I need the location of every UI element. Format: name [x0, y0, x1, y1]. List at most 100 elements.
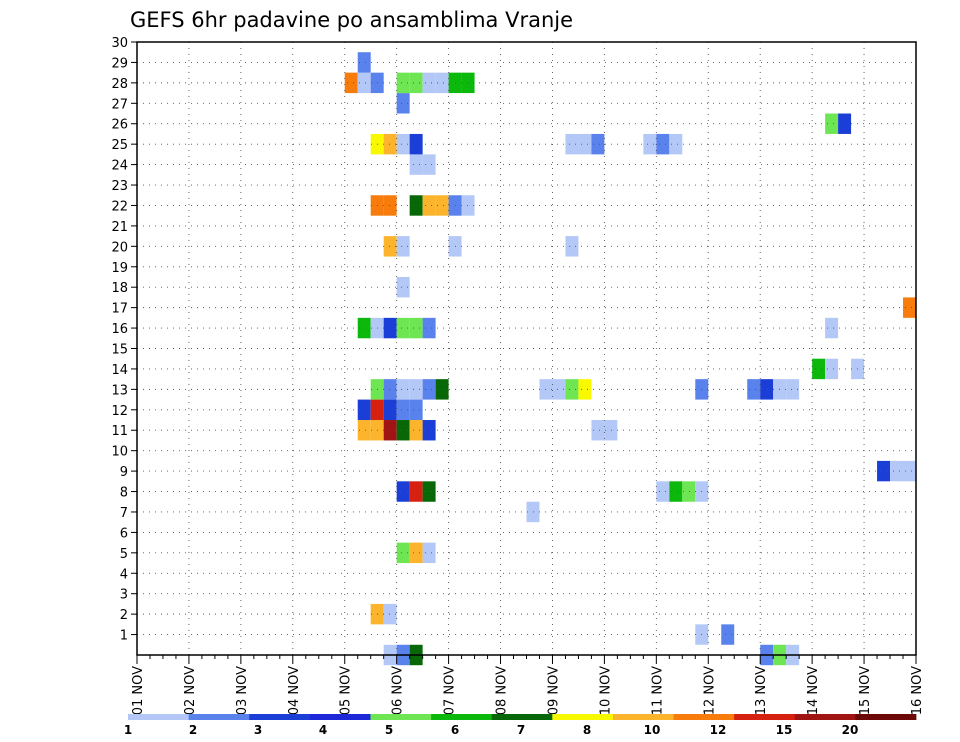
heatmap-cell	[565, 236, 579, 257]
x-tick-label: 06 NOV	[391, 666, 406, 715]
legend-label: 1	[124, 723, 132, 737]
heatmap-cell	[578, 133, 592, 155]
x-tick-label: 14 NOV	[806, 666, 821, 715]
y-tick-label: 1	[120, 629, 128, 644]
heatmap-cell	[383, 420, 397, 441]
x-tick-label: 03 NOV	[235, 666, 250, 715]
y-tick-label: 23	[111, 179, 128, 194]
legend-label: 4	[319, 723, 327, 737]
legend-color-swatch	[734, 714, 796, 720]
x-tick-label: 12 NOV	[702, 666, 717, 715]
heatmap-cell	[383, 603, 397, 625]
heatmap-cell	[409, 481, 423, 502]
y-tick-label: 11	[111, 424, 128, 439]
x-tick-label: 02 NOV	[183, 666, 198, 715]
x-tick-label: 05 NOV	[339, 666, 354, 715]
heatmap-cell	[409, 542, 423, 564]
heatmap-cell	[422, 379, 436, 400]
heatmap-cell	[877, 460, 891, 482]
heatmap-cell	[825, 317, 839, 339]
y-tick-label: 20	[111, 240, 128, 255]
grid-lines	[137, 41, 916, 655]
heatmap-cell	[409, 133, 423, 155]
y-tick-label: 2	[120, 608, 128, 623]
chart-title: GEFS 6hr padavine po ansamblima Vranje	[130, 8, 573, 32]
heatmap-cell	[396, 542, 410, 564]
y-tick-label: 13	[111, 383, 128, 398]
heatmap-cell	[422, 72, 436, 94]
heatmap-cell	[396, 72, 410, 94]
x-tick-label: 08 NOV	[495, 666, 510, 715]
heatmap-cell	[409, 399, 423, 421]
heatmap-cell	[903, 297, 916, 318]
y-tick-label: 6	[120, 526, 128, 541]
legend-color-swatch	[855, 714, 917, 720]
heatmap-cell	[409, 420, 423, 441]
x-tick-label: 16 NOV	[910, 666, 925, 715]
x-tick-label: 13 NOV	[754, 666, 769, 715]
heatmap-cell	[682, 481, 696, 502]
legend-label: 8	[583, 723, 591, 737]
x-tick-label: 09 NOV	[546, 666, 561, 715]
heatmap-cell	[396, 276, 410, 298]
y-tick-label: 17	[111, 302, 128, 317]
heatmap-cell	[656, 133, 670, 155]
heatmap-cell	[643, 133, 657, 155]
heatmap-cell	[357, 420, 371, 441]
y-tick-label: 7	[120, 506, 128, 521]
heatmap-cell	[825, 113, 839, 134]
legend-color-swatch	[491, 714, 553, 720]
y-tick-label: 25	[111, 138, 128, 153]
legend-label: 7	[517, 723, 525, 737]
x-tick-label: 11 NOV	[650, 666, 665, 715]
x-tick-label: 15 NOV	[858, 666, 873, 715]
y-tick-label: 18	[111, 281, 128, 296]
heatmap-cell	[383, 399, 397, 421]
plot-frame	[136, 41, 917, 656]
heatmap-cell	[903, 460, 916, 482]
heatmap-cell	[422, 154, 436, 175]
heatmap-cell	[357, 72, 371, 94]
heatmap-cell	[591, 420, 605, 441]
heatmap-cell	[812, 358, 826, 380]
heatmap-cell	[435, 72, 449, 94]
heatmap-cell	[344, 72, 358, 94]
heatmap-cell	[422, 542, 436, 564]
heatmap-cell	[383, 379, 397, 400]
heatmap-cell	[396, 236, 410, 257]
x-tick-label: 07 NOV	[443, 666, 458, 715]
heatmap-cell	[669, 481, 683, 502]
y-tick-label: 22	[111, 199, 128, 214]
legend-color-swatch	[188, 714, 250, 720]
heatmap-cell	[396, 420, 410, 441]
color-legend: 1 2 3 4 5 6 7 8 10 12 15 20	[124, 714, 917, 737]
heatmap-cell	[825, 358, 839, 380]
ensemble-cells	[344, 52, 916, 666]
heatmap-cell	[604, 420, 618, 441]
x-tick-label: 10 NOV	[598, 666, 613, 715]
heatmap-cell	[409, 154, 423, 175]
heatmap-cell	[383, 133, 397, 155]
y-tick-label: 8	[120, 486, 128, 501]
heatmap-cell	[422, 317, 436, 339]
legend-color-swatch	[673, 714, 735, 720]
heatmap-cell	[435, 379, 449, 400]
heatmap-cell	[396, 379, 410, 400]
y-tick-label: 21	[111, 220, 128, 235]
y-tick-label: 5	[120, 547, 128, 562]
x-tick-label: 04 NOV	[287, 666, 302, 715]
y-tick-label: 19	[111, 261, 128, 276]
y-tick-label: 26	[111, 118, 128, 133]
y-tick-label: 27	[111, 97, 128, 112]
heatmap-cell	[565, 133, 579, 155]
heatmap-cell	[747, 379, 761, 400]
heatmap-cell	[357, 399, 371, 421]
heatmap-cell	[409, 379, 423, 400]
heatmap-cell	[409, 72, 423, 94]
heatmap-cell	[383, 195, 397, 216]
heatmap-cell	[721, 624, 735, 645]
heatmap-cell	[526, 501, 540, 523]
y-tick-label: 12	[111, 404, 128, 419]
legend-color-swatch	[370, 714, 432, 720]
